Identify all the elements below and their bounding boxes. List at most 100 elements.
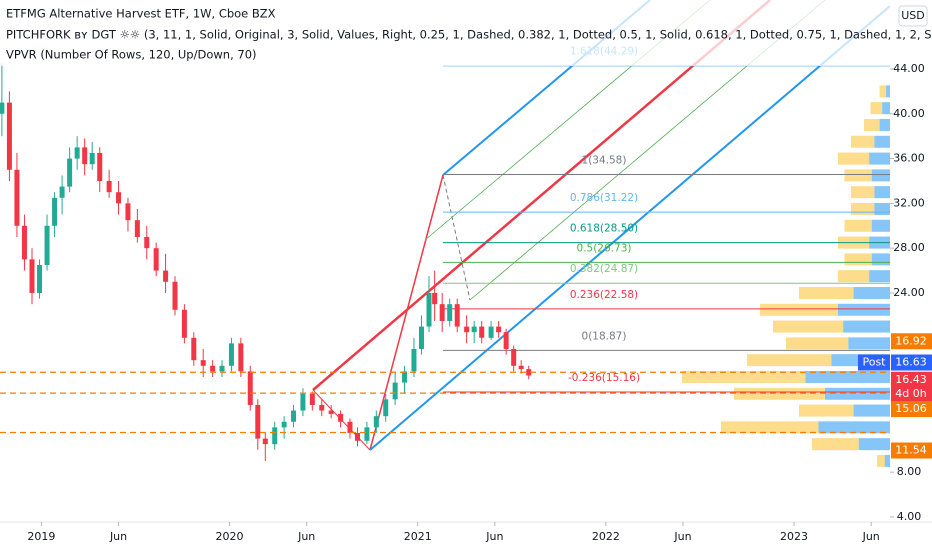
x-tick-label: 2019 <box>27 530 55 543</box>
vpvr-down <box>838 270 870 283</box>
price-tag-label: 15.06 <box>895 402 927 415</box>
vpvr-down <box>864 118 880 131</box>
vpvr-up <box>882 102 890 115</box>
vpvr-up <box>843 320 890 333</box>
price-tag <box>891 442 932 459</box>
candle-body <box>255 404 261 439</box>
price-tag-label: 16.92 <box>895 334 927 347</box>
vpvr-up <box>869 152 890 165</box>
fib-label: 0.236(22.58) <box>570 289 638 301</box>
x-tick-label: Jun <box>862 530 880 543</box>
vpvr-down <box>844 169 872 182</box>
candle-body <box>291 410 297 422</box>
candle-body <box>125 203 131 221</box>
candle-body <box>134 220 140 237</box>
vpvr-down <box>773 320 844 333</box>
candle-body <box>247 371 253 405</box>
vpvr-up <box>858 438 890 451</box>
y-tick-label: 28.00 <box>893 241 925 254</box>
candle-body <box>447 304 453 321</box>
vpvr-up <box>805 370 890 383</box>
indicator-legend: PITCHFORK ʙʏ DGT ☼☼ (3, 11, 1, Solid, Or… <box>6 28 932 42</box>
vpvr-down <box>734 387 825 400</box>
x-tick-label: 2021 <box>404 530 432 543</box>
candle-body <box>67 158 73 187</box>
candle-body <box>426 292 432 327</box>
candle-body <box>200 360 206 366</box>
candle-body <box>0 102 5 114</box>
candle-body <box>238 343 244 372</box>
vpvr-up <box>874 135 890 148</box>
candle-body <box>219 365 225 372</box>
price-tag-label: 16.63 <box>895 356 927 369</box>
price-tag-countdown: 4d 0h <box>895 387 926 400</box>
candle-body <box>309 393 315 405</box>
fib-label: 0(18.87) <box>582 330 627 342</box>
y-tick-label: 44.00 <box>893 62 925 75</box>
candle-body <box>392 382 398 400</box>
candle-body <box>479 326 485 338</box>
candle-body <box>319 404 325 411</box>
candle-body <box>21 225 27 260</box>
vpvr-up <box>825 387 890 400</box>
candle-body <box>272 427 278 445</box>
candle-body <box>14 169 20 226</box>
candle-body <box>471 326 477 333</box>
currency-button[interactable] <box>898 5 928 27</box>
vpvr-down <box>721 421 819 434</box>
fib-label: 0.5(26.73) <box>577 242 632 254</box>
plot-area: 1.618(44.29)1(34.58)0.786(31.22)0.618(28… <box>0 0 890 467</box>
vpvr-up <box>879 118 890 131</box>
candle-body <box>44 225 50 265</box>
x-tick-label: Jun <box>485 530 503 543</box>
vpvr-up <box>886 85 890 98</box>
pitchfork-guide <box>442 174 471 301</box>
vpvr-down <box>844 253 872 266</box>
candle-body <box>116 192 122 204</box>
candle-body <box>402 371 408 383</box>
vpvr-down <box>786 337 849 350</box>
y-tick-label: 40.00 <box>893 107 925 120</box>
fib-label: -0.236(15.16) <box>568 372 640 384</box>
candle-body <box>37 264 43 293</box>
candle-body <box>364 427 370 441</box>
candle-body <box>191 337 197 361</box>
y-tick-label: 8.00 <box>897 465 922 478</box>
candle-body <box>328 410 334 414</box>
fib-label: 1(34.58) <box>582 154 627 166</box>
vpvr-down <box>799 286 854 299</box>
candle-body <box>464 326 470 333</box>
vpvr-down <box>844 219 872 232</box>
candle-body <box>355 432 361 441</box>
candle-body <box>503 332 509 349</box>
y-tick-label: 32.00 <box>893 196 925 209</box>
currency[interactable]: USD <box>901 9 925 22</box>
candle-body <box>383 399 389 417</box>
candle-body <box>82 147 88 165</box>
candle-body <box>6 102 12 170</box>
vpvr-down <box>682 370 806 383</box>
candle-body <box>338 413 344 422</box>
vpvr-down <box>838 152 870 165</box>
candle-body <box>210 365 216 372</box>
price-tag-label: 11.54 <box>895 444 927 457</box>
y-tick-label: 4.00 <box>897 510 922 523</box>
fib-label: 0.618(28.50) <box>570 223 638 235</box>
x-tick-label: Jun <box>297 530 315 543</box>
candle-body <box>300 393 306 411</box>
vpvr-down <box>799 404 854 417</box>
y-tick-label: 36.00 <box>893 152 925 165</box>
candle-body <box>59 186 65 198</box>
candle-body <box>89 152 95 165</box>
pitchfork-lower <box>369 5 890 451</box>
candle-body <box>74 147 80 159</box>
vpvr-down <box>851 186 875 199</box>
x-tick-label: Jun <box>673 530 691 543</box>
candle-body <box>511 348 517 366</box>
candle-body <box>432 292 438 305</box>
candle-body <box>29 259 35 293</box>
vpvr-up <box>818 421 890 434</box>
price-tag <box>891 354 932 371</box>
x-tick-label: Jun <box>109 530 127 543</box>
